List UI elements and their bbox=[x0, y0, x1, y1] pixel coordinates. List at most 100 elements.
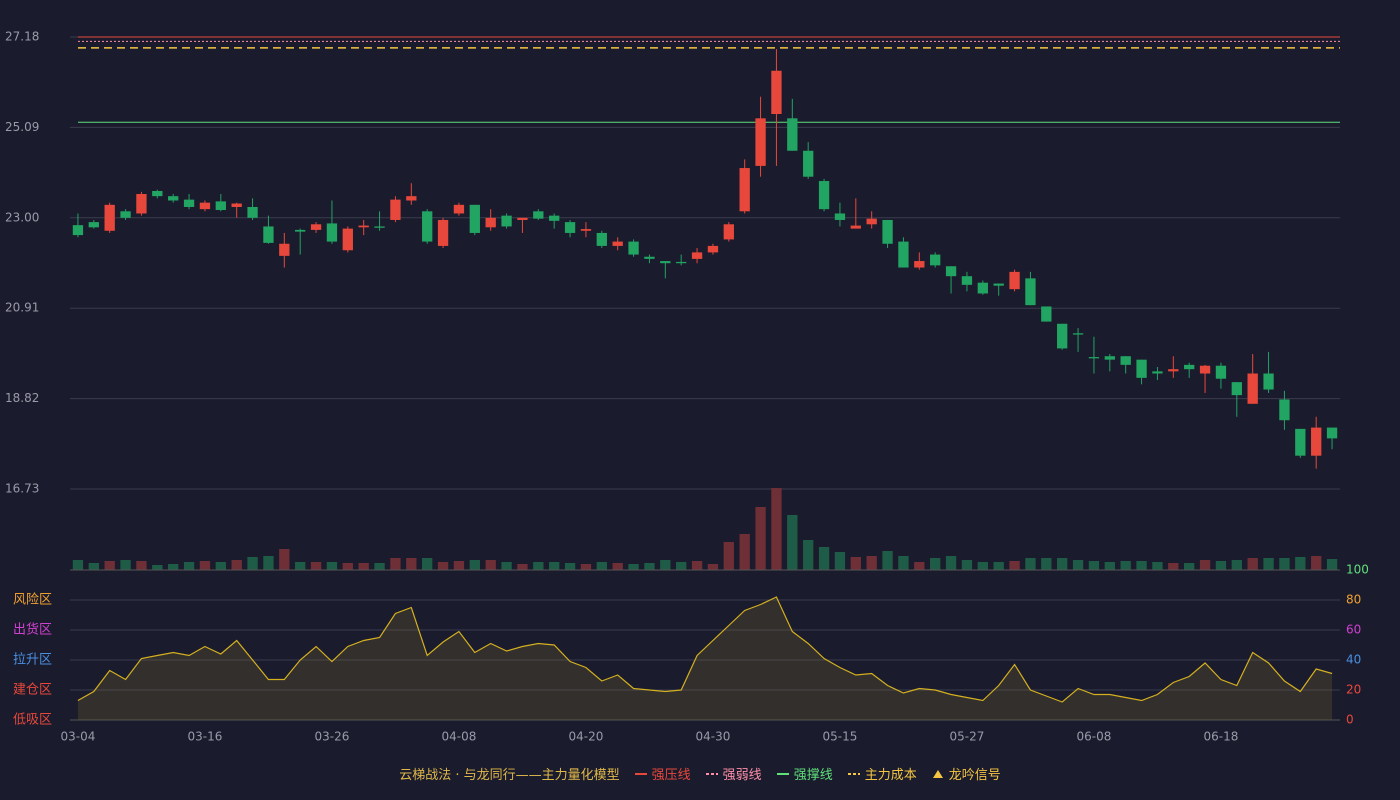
volume-bar bbox=[1009, 561, 1020, 570]
legend-label: 强撑线 bbox=[793, 768, 833, 783]
volume-bar bbox=[469, 560, 480, 570]
candle-body bbox=[533, 211, 544, 219]
candle-body bbox=[676, 261, 687, 264]
volume-bar bbox=[279, 549, 290, 570]
legend-marker bbox=[847, 772, 860, 775]
y-tick-label: 0 bbox=[1346, 713, 1354, 727]
legend-item: 强撑线 bbox=[776, 764, 833, 783]
volume-bar bbox=[310, 562, 322, 570]
volume-bar bbox=[215, 562, 226, 570]
legend: 云梯战法 · 与龙同行——主力量化模型 强压线 强弱线 强撑线 主力成本 龙吟信号 bbox=[0, 764, 1400, 783]
candle-body bbox=[1120, 356, 1131, 365]
candle-body bbox=[88, 222, 99, 228]
volume-bar bbox=[1136, 561, 1147, 570]
candle-body bbox=[215, 201, 226, 211]
candle-body bbox=[1295, 428, 1306, 456]
candle-body bbox=[644, 256, 655, 259]
candle-body bbox=[120, 211, 131, 218]
zone-label: 拉升区 bbox=[13, 653, 52, 668]
candle-body bbox=[1199, 365, 1211, 374]
candle-body bbox=[549, 215, 560, 221]
volume-bar bbox=[1247, 558, 1258, 570]
y-tick-label: 20 bbox=[1346, 683, 1361, 697]
volume-bar bbox=[1326, 559, 1338, 570]
candle-body bbox=[263, 226, 274, 243]
volume-bar bbox=[247, 557, 258, 570]
legend-item: 主力成本 bbox=[847, 764, 917, 783]
volume-bar bbox=[644, 563, 655, 570]
candle-body bbox=[723, 224, 734, 240]
candle-body bbox=[358, 225, 369, 228]
x-tick-label: 06-18 bbox=[1204, 730, 1239, 744]
x-tick-label: 04-20 bbox=[569, 730, 604, 744]
volume-bar bbox=[612, 563, 623, 570]
candle-body bbox=[993, 283, 1004, 286]
candle-body bbox=[72, 225, 84, 236]
candle-body bbox=[612, 241, 623, 246]
volume-bar bbox=[1072, 560, 1084, 570]
volume-bar bbox=[930, 558, 941, 570]
volume-bar bbox=[993, 562, 1004, 570]
volume-bar bbox=[961, 560, 973, 570]
volume-bar bbox=[533, 562, 544, 570]
candle-body bbox=[660, 261, 671, 264]
volume-bar bbox=[501, 562, 512, 570]
volume-bar bbox=[707, 564, 719, 570]
volume-bar bbox=[183, 562, 195, 570]
candle-body bbox=[326, 223, 338, 242]
candle-body bbox=[882, 219, 893, 244]
candle-body bbox=[945, 266, 957, 277]
volume-bar bbox=[152, 565, 163, 570]
volume-bar bbox=[485, 560, 496, 570]
candle-body bbox=[771, 70, 782, 114]
legend-label: 强弱线 bbox=[722, 768, 762, 783]
candle-body bbox=[739, 168, 750, 212]
candle-body bbox=[104, 204, 115, 231]
candle-body bbox=[231, 203, 242, 207]
x-tick-label: 03-16 bbox=[188, 730, 223, 744]
candle-body bbox=[390, 199, 401, 220]
candle-body bbox=[152, 190, 163, 197]
y-tick-label: 40 bbox=[1346, 653, 1361, 667]
volume-bar bbox=[803, 540, 814, 570]
candle-body bbox=[136, 194, 147, 214]
candle-body bbox=[564, 222, 576, 233]
volume-bar bbox=[1152, 562, 1163, 570]
volume-bar bbox=[755, 507, 766, 570]
x-tick-label: 05-27 bbox=[950, 730, 985, 744]
y-tick-label: 60 bbox=[1346, 623, 1361, 637]
candle-body bbox=[199, 202, 211, 210]
volume-bar bbox=[580, 564, 592, 570]
candle-body bbox=[961, 276, 973, 285]
candle-body bbox=[707, 245, 719, 253]
candle-body bbox=[374, 226, 385, 228]
volume-bar bbox=[342, 563, 353, 570]
candle-body bbox=[691, 252, 703, 259]
candle-body bbox=[1104, 356, 1115, 360]
volume-bar bbox=[406, 558, 417, 570]
legend-marker bbox=[932, 769, 943, 778]
candle-body bbox=[453, 204, 465, 214]
y-tick-label: 100 bbox=[1346, 563, 1369, 577]
volume-bar bbox=[88, 563, 99, 570]
volume-bar bbox=[1311, 556, 1322, 570]
x-tick-label: 04-08 bbox=[442, 730, 477, 744]
candle-body bbox=[485, 217, 496, 228]
volume-bar bbox=[422, 558, 433, 570]
candle-body bbox=[183, 199, 195, 207]
x-tick-label: 05-15 bbox=[823, 730, 858, 744]
y-tick-label: 16.73 bbox=[5, 482, 39, 496]
volume-bar bbox=[1104, 562, 1115, 570]
candle-body bbox=[977, 282, 988, 294]
legend-marker bbox=[776, 772, 789, 775]
volume-bar bbox=[1295, 557, 1306, 570]
x-tick-label: 04-30 bbox=[696, 730, 731, 744]
volume-bar bbox=[564, 563, 576, 570]
volume-bar bbox=[1215, 561, 1227, 570]
volume-bar bbox=[390, 558, 401, 570]
volume-bar bbox=[358, 563, 369, 570]
legend-marker bbox=[634, 772, 647, 775]
volume-bar bbox=[914, 562, 925, 570]
candle-body bbox=[898, 241, 909, 268]
candle-body bbox=[596, 232, 607, 246]
